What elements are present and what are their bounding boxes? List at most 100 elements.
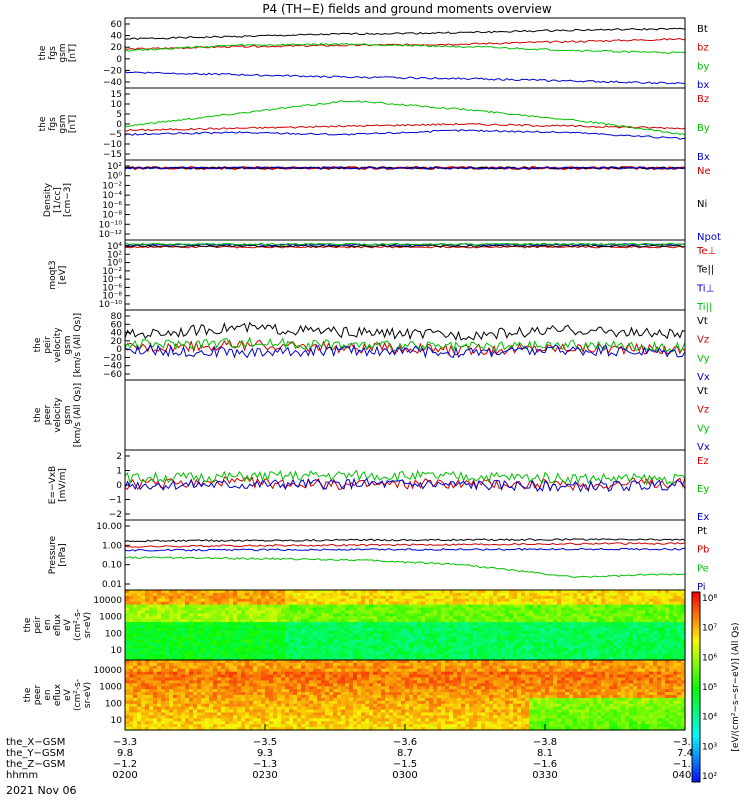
panel-frame <box>125 18 685 88</box>
y-tick-label: 10⁻⁸ <box>102 211 122 221</box>
legend-entry-Pt: Pt <box>697 526 707 537</box>
y-tick-label: 10 <box>111 646 123 656</box>
legend-entry-Ex: Ex <box>697 512 709 523</box>
y-axis-label-line: peer <box>43 404 53 425</box>
legend-entry-Ez: Ez <box>697 456 709 467</box>
y-axis-label-line: velocity <box>53 327 63 363</box>
legend-entry-bz: bz <box>697 43 709 54</box>
y-axis-label-line: [1/cc] <box>53 187 63 213</box>
y-axis-label-line: the <box>23 617 33 632</box>
series-line-Bx <box>125 130 685 140</box>
series-line-Bt <box>125 28 685 39</box>
y-axis-label-line: the <box>38 116 48 131</box>
y-tick-label: 10⁻¹⁰ <box>99 300 123 310</box>
y-axis-label-line: peer <box>33 684 43 705</box>
y-axis-label-line: [cm−3] <box>63 183 73 217</box>
legend-entry-Vx: Vx <box>697 442 710 453</box>
panel-frame <box>125 380 685 450</box>
y-axis-label-line: [mV/m] <box>58 468 68 502</box>
legend-entry-Te⊥: Te⊥ <box>696 246 716 257</box>
y-axis-label-line: [km/s (All Qs)] <box>73 313 83 377</box>
legend-entry-Te||: Te|| <box>696 265 714 276</box>
figure-title: P4 (TH−E) fields and ground moments over… <box>262 2 552 16</box>
y-tick-label: 0 <box>116 481 122 491</box>
y-tick-label: −10 <box>103 140 122 150</box>
y-axis-label-line: gsm <box>63 405 73 424</box>
y-axis-label-line: en <box>43 689 53 700</box>
series-line-Pt <box>125 539 685 542</box>
y-axis-label-line: [eV] <box>58 266 68 285</box>
y-axis-label-line: the <box>38 45 48 60</box>
y-tick-label: 0.10 <box>102 561 122 571</box>
y-tick-label: −1 <box>109 496 122 506</box>
y-axis-label-line: (cm²-s- <box>73 679 83 711</box>
y-tick-label: 10⁻¹² <box>99 230 123 240</box>
y-tick-label: 10⁻⁶ <box>102 201 122 211</box>
series-line-Pi <box>125 548 685 551</box>
y-tick-label: 60 <box>111 20 123 30</box>
legend-entry-Bt: Bt <box>697 24 708 35</box>
panel-frame <box>125 240 685 310</box>
series-line-By <box>125 101 685 135</box>
y-tick-label: 1 <box>116 467 122 477</box>
y-axis-label-line: E=−VxB <box>48 466 58 504</box>
y-tick-label: 10000 <box>93 596 122 606</box>
legend-entry-Ne: Ne <box>697 166 711 177</box>
panel-frame <box>125 160 685 240</box>
y-axis-label-line: eV <box>63 688 73 701</box>
series-line-Pb <box>125 543 685 548</box>
panel-frame <box>125 88 685 160</box>
y-tick-label: 10⁰ <box>107 172 122 182</box>
legend-entry-Vz: Vz <box>697 335 709 346</box>
legend-entry-Vt: Vt <box>697 316 708 327</box>
y-axis-label-line: the <box>23 687 33 702</box>
y-tick-label: −20 <box>103 66 122 76</box>
y-axis-label-line: moqt3 <box>48 260 58 289</box>
series-line-bx <box>125 72 685 84</box>
legend-entry-Npot: Npot <box>697 232 721 243</box>
legend-entry-Pe: Pe <box>697 563 709 574</box>
y-axis-label-line: en <box>43 619 53 630</box>
legend-entry-Ni: Ni <box>697 199 707 210</box>
y-axis-label-line: [nT] <box>68 44 78 62</box>
legend-entry-Bx: Bx <box>697 152 710 163</box>
y-axis-label-line: eflux <box>53 683 63 706</box>
y-axis-label-line: sr-eV) <box>83 612 93 638</box>
y-axis-label-line: (cm²-s- <box>73 609 83 641</box>
y-tick-label: 0.01 <box>102 580 122 590</box>
y-tick-label: 0 <box>116 55 122 65</box>
legend-entry-Pb: Pb <box>697 545 709 556</box>
y-axis-label-line: the <box>33 337 43 352</box>
legend-entry-Pi: Pi <box>697 582 706 593</box>
y-tick-label: 1000 <box>99 613 122 623</box>
y-axis-label-line: gsm <box>58 114 68 133</box>
legend-entry-Bz: Bz <box>697 94 709 105</box>
y-axis-label-line: Pressure <box>48 535 58 574</box>
y-tick-label: −15 <box>103 150 122 160</box>
y-tick-label: 10⁻⁴ <box>102 191 122 201</box>
y-tick-label: −60 <box>103 370 122 380</box>
y-tick-label: 10.00 <box>96 522 122 532</box>
y-tick-label: 0 <box>116 120 122 130</box>
y-tick-label: −5 <box>109 130 122 140</box>
y-tick-label: 40 <box>111 32 123 42</box>
y-tick-label: 20 <box>111 43 123 53</box>
y-tick-label: 2 <box>116 452 122 462</box>
panel-temperature: moqt3[eV]10⁴10²10⁰10⁻²10⁻⁴10⁻⁶10⁻⁸10⁻¹⁰T… <box>48 240 716 313</box>
legend-entry-Vx: Vx <box>697 372 710 383</box>
series-line-Vt <box>125 323 685 340</box>
y-axis-label-line: Density <box>43 182 53 217</box>
y-axis-label-line: peir <box>43 336 53 354</box>
y-axis-label-line: eflux <box>53 613 63 636</box>
y-axis-label-line: fgs <box>48 46 58 60</box>
